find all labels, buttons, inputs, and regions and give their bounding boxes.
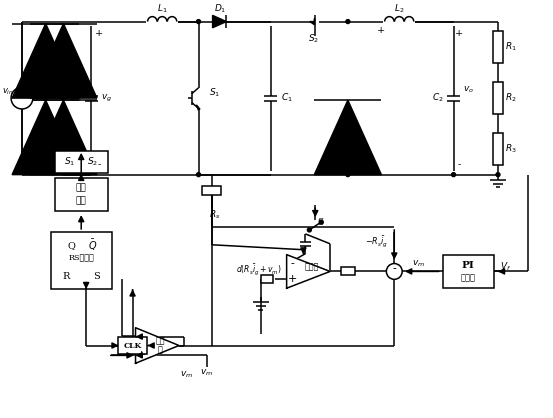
Text: $R_1$: $R_1$ xyxy=(505,41,517,54)
Text: $V_f$: $V_f$ xyxy=(500,260,512,273)
Text: S: S xyxy=(93,272,100,281)
Bar xyxy=(442,255,494,288)
Circle shape xyxy=(452,173,456,177)
Text: 积分器: 积分器 xyxy=(304,263,319,271)
Bar xyxy=(493,31,503,63)
Circle shape xyxy=(307,228,311,232)
Polygon shape xyxy=(286,255,330,288)
Polygon shape xyxy=(30,100,97,175)
Polygon shape xyxy=(212,15,226,28)
Text: $\bar{Q}$: $\bar{Q}$ xyxy=(88,238,98,253)
Text: $v_m$: $v_m$ xyxy=(200,368,213,378)
Bar xyxy=(202,186,221,195)
Text: RS触发器: RS触发器 xyxy=(69,255,94,263)
Text: $R_s$: $R_s$ xyxy=(209,209,220,222)
Text: CLK: CLK xyxy=(123,342,142,349)
Text: $v_m$: $v_m$ xyxy=(413,258,425,269)
Bar xyxy=(50,232,112,289)
Bar xyxy=(118,336,148,354)
Circle shape xyxy=(319,220,323,224)
Text: +: + xyxy=(455,29,463,38)
Bar xyxy=(493,82,503,114)
Text: $S_1$: $S_1$ xyxy=(209,87,220,99)
Text: 电路: 电路 xyxy=(76,197,87,206)
Circle shape xyxy=(387,263,402,279)
Text: -: - xyxy=(393,265,396,275)
Polygon shape xyxy=(30,23,97,98)
Text: $R_2$: $R_2$ xyxy=(505,92,517,104)
Text: +: + xyxy=(288,274,298,284)
Text: $S_2$: $S_2$ xyxy=(307,33,319,45)
Bar xyxy=(341,268,355,275)
Polygon shape xyxy=(196,105,200,110)
Text: 器: 器 xyxy=(158,347,163,354)
Text: Q: Q xyxy=(67,241,75,250)
Text: $L_1$: $L_1$ xyxy=(157,3,168,15)
Text: +: + xyxy=(95,29,103,38)
Text: $d(R_s\bar{i}_g+v_m)$: $d(R_s\bar{i}_g+v_m)$ xyxy=(236,262,282,277)
Bar xyxy=(55,151,108,173)
Text: ~: ~ xyxy=(17,92,27,102)
Text: $S_2$: $S_2$ xyxy=(87,155,98,168)
Text: -: - xyxy=(458,160,461,169)
Text: PI: PI xyxy=(462,261,475,270)
Text: S: S xyxy=(317,217,324,227)
Polygon shape xyxy=(12,100,79,175)
Text: $v_g$: $v_g$ xyxy=(101,92,112,104)
Text: 比较: 比较 xyxy=(155,338,165,346)
Circle shape xyxy=(496,173,500,177)
Polygon shape xyxy=(12,23,79,98)
Text: R: R xyxy=(62,272,70,281)
Bar xyxy=(493,133,503,165)
Bar xyxy=(261,275,273,283)
Text: -: - xyxy=(97,160,101,169)
Text: $S_1$: $S_1$ xyxy=(64,155,75,168)
Text: 驱动: 驱动 xyxy=(76,183,87,192)
Polygon shape xyxy=(310,18,315,25)
Text: $C_2$: $C_2$ xyxy=(432,92,444,104)
Circle shape xyxy=(44,96,48,100)
Text: 调节器: 调节器 xyxy=(461,274,476,282)
Polygon shape xyxy=(314,100,382,175)
Text: $v_{in}$: $v_{in}$ xyxy=(2,87,14,97)
Circle shape xyxy=(346,173,350,177)
Circle shape xyxy=(11,87,33,109)
Text: $-R_s\bar{i}_g$: $-R_s\bar{i}_g$ xyxy=(365,234,388,249)
Text: $R_3$: $R_3$ xyxy=(505,143,517,155)
Polygon shape xyxy=(135,328,179,363)
Circle shape xyxy=(61,96,65,100)
Bar xyxy=(55,178,108,211)
Text: -: - xyxy=(291,260,294,270)
Text: -: - xyxy=(139,331,143,342)
Text: $C_{in}$: $C_{in}$ xyxy=(69,92,82,104)
Text: +: + xyxy=(377,26,385,35)
Text: $v_m$: $v_m$ xyxy=(180,370,194,380)
Circle shape xyxy=(196,173,201,177)
Circle shape xyxy=(346,20,350,23)
Text: $D_1$: $D_1$ xyxy=(214,3,227,15)
Text: $D_2$: $D_2$ xyxy=(357,149,370,161)
Text: $C_1$: $C_1$ xyxy=(281,92,293,104)
Text: $L_2$: $L_2$ xyxy=(394,3,404,15)
Text: $v_o$: $v_o$ xyxy=(463,85,474,95)
Text: +: + xyxy=(137,350,146,360)
Circle shape xyxy=(196,20,201,23)
